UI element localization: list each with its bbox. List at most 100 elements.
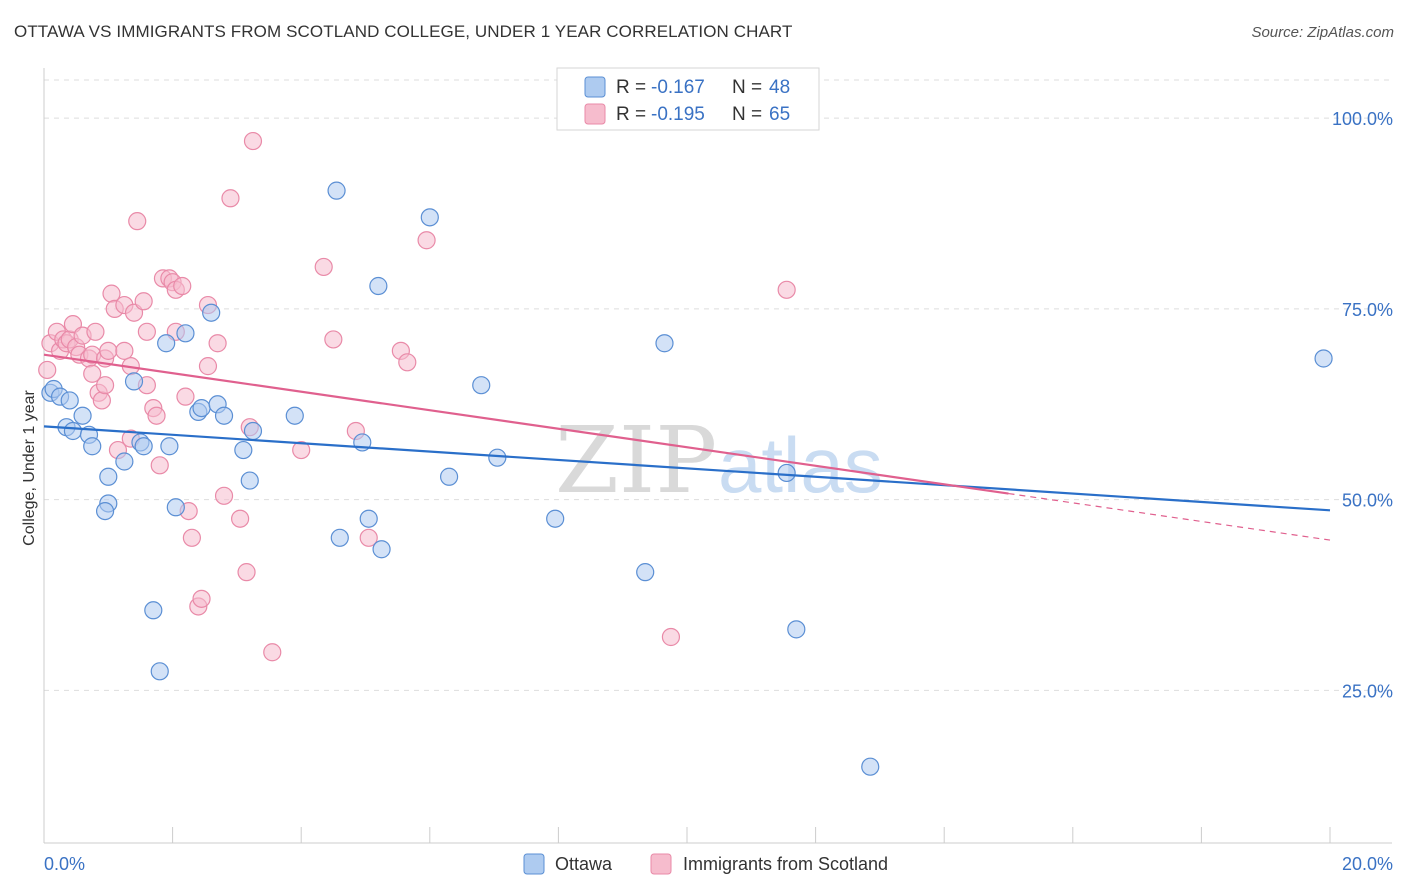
scotland-point xyxy=(137,322,156,341)
ottawa-points xyxy=(41,181,1333,776)
ottawa-legend-swatch xyxy=(523,853,545,875)
scotland-point xyxy=(92,391,111,410)
ottawa-point xyxy=(192,398,211,418)
series-legend: Ottawa Immigrants from Scotland xyxy=(523,853,888,875)
scotland-point xyxy=(314,257,333,277)
ottawa-point xyxy=(369,276,388,296)
scotland-point xyxy=(192,589,211,608)
ottawa-point xyxy=(115,452,134,471)
scotland-point xyxy=(324,330,343,349)
watermark-atlas: atlas xyxy=(718,421,883,509)
trend-lines xyxy=(43,353,1331,541)
ottawa-point xyxy=(166,498,185,517)
n-value-ottawa: 48 xyxy=(769,77,790,98)
scotland-point xyxy=(208,334,227,353)
ottawa-point xyxy=(359,509,378,528)
x-tick-label: 20.0% xyxy=(1342,854,1393,874)
y-tick-label: 75.0% xyxy=(1342,300,1393,320)
ottawa-point xyxy=(160,437,179,456)
ottawa-point xyxy=(214,406,234,425)
ottawa-point xyxy=(176,324,195,343)
stats-legend: R = -0.167 N = 48 R = -0.195 N = 65 xyxy=(556,67,820,131)
scotland-point xyxy=(243,131,263,151)
ottawa-point xyxy=(157,334,176,353)
scotland-point xyxy=(417,231,436,250)
ottawa-point xyxy=(636,563,655,582)
r-label-ottawa: R = xyxy=(616,77,646,98)
scotland-point xyxy=(38,360,57,380)
axis-layer xyxy=(43,68,1392,844)
scotland-point xyxy=(398,353,417,372)
scotland-point xyxy=(99,341,118,360)
ottawa-point xyxy=(488,448,507,467)
ottawa-point xyxy=(202,303,221,322)
scotland-point xyxy=(134,292,153,311)
scotland-trend-line xyxy=(43,353,1009,495)
ottawa-point xyxy=(861,757,880,776)
scotland-point xyxy=(263,643,282,662)
ottawa-point xyxy=(124,372,144,391)
scotland-point xyxy=(128,212,147,231)
scotland-point xyxy=(83,364,102,383)
ottawa-point xyxy=(243,421,263,441)
scotland-point xyxy=(147,406,166,425)
x-tick-label: 0.0% xyxy=(44,854,85,874)
r-value-ottawa: -0.167 xyxy=(651,77,705,98)
ottawa-point xyxy=(372,540,391,559)
ottawa-point xyxy=(472,376,491,395)
scotland-point xyxy=(237,563,256,582)
ottawa-point xyxy=(73,406,92,425)
ottawa-point xyxy=(546,509,565,528)
ottawa-point xyxy=(777,463,796,483)
ottawa-point xyxy=(240,471,259,490)
tick-labels: 25.0% 50.0% 75.0% 100.0% 0.0% 20.0% xyxy=(44,109,1393,874)
scotland-point xyxy=(661,627,681,647)
scotland-legend-swatch xyxy=(650,853,672,875)
ottawa-trend-line xyxy=(43,425,1331,512)
y-tick-label: 100.0% xyxy=(1332,109,1393,129)
ottawa-point xyxy=(787,620,806,639)
ottawa-point xyxy=(144,601,163,620)
ottawa-swatch xyxy=(584,76,606,98)
watermark: ZIP atlas xyxy=(555,407,883,514)
y-tick-label: 25.0% xyxy=(1342,681,1393,701)
source-label: Source: ZipAtlas.com xyxy=(1251,24,1394,41)
ottawa-point xyxy=(439,467,459,486)
ottawa-point xyxy=(83,437,102,456)
scotland-point xyxy=(95,376,115,395)
scotland-legend-label: Immigrants from Scotland xyxy=(683,854,888,874)
ottawa-point xyxy=(99,467,118,486)
scotland-points xyxy=(38,131,796,662)
y-axis-label: College, Under 1 year xyxy=(21,390,38,546)
scotland-point xyxy=(86,322,105,341)
scotland-point xyxy=(292,440,311,460)
scotland-swatch xyxy=(584,103,606,125)
scotland-point xyxy=(221,189,240,208)
ottawa-point xyxy=(327,181,346,200)
scotland-point xyxy=(231,509,250,528)
scotland-point xyxy=(150,456,169,475)
r-value-scotland: -0.195 xyxy=(651,104,705,125)
n-label-scotland: N = xyxy=(732,104,762,125)
ottawa-legend-label: Ottawa xyxy=(555,854,613,874)
ottawa-point xyxy=(134,437,153,456)
ottawa-point xyxy=(285,406,304,425)
scotland-point xyxy=(777,280,796,299)
ottawa-point xyxy=(234,440,253,460)
scotland-point xyxy=(359,528,378,547)
scotland-point xyxy=(214,486,234,505)
chart-title: OTTAWA VS IMMIGRANTS FROM SCOTLAND COLLE… xyxy=(14,22,793,41)
ottawa-point xyxy=(330,528,349,547)
scotland-point xyxy=(173,276,192,296)
y-tick-label: 50.0% xyxy=(1342,491,1393,511)
ottawa-point xyxy=(95,501,115,521)
ottawa-point xyxy=(420,208,439,227)
scotland-point xyxy=(182,528,201,547)
r-label-scotland: R = xyxy=(616,104,646,125)
n-label-ottawa: N = xyxy=(732,77,762,98)
ottawa-point xyxy=(655,334,674,353)
ottawa-point xyxy=(63,421,83,441)
ottawa-point xyxy=(60,391,79,410)
ottawa-point xyxy=(150,662,169,681)
grid-layer xyxy=(44,79,1392,691)
